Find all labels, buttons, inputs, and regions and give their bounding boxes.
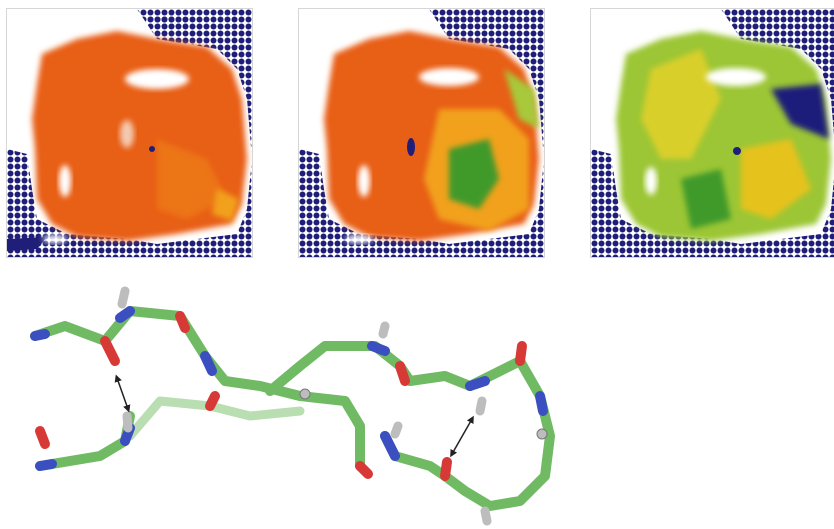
hbond-arrow-right bbox=[450, 415, 474, 458]
heatmap-b-graphic bbox=[299, 9, 544, 257]
heatmap-panel-b bbox=[298, 8, 545, 258]
heatmap-panel-c bbox=[590, 8, 834, 258]
peptide-structure bbox=[0, 266, 600, 529]
heatmap-panel-a bbox=[6, 8, 253, 258]
hbond-arrow-left bbox=[114, 374, 131, 413]
backbone-bottom bbox=[35, 411, 135, 471]
heatmap-c-graphic bbox=[591, 9, 834, 257]
peptide-graphic bbox=[30, 286, 555, 526]
heatmap-a-graphic bbox=[7, 9, 252, 257]
backbone-left bbox=[30, 306, 365, 471]
backbone-mid bbox=[265, 341, 475, 396]
